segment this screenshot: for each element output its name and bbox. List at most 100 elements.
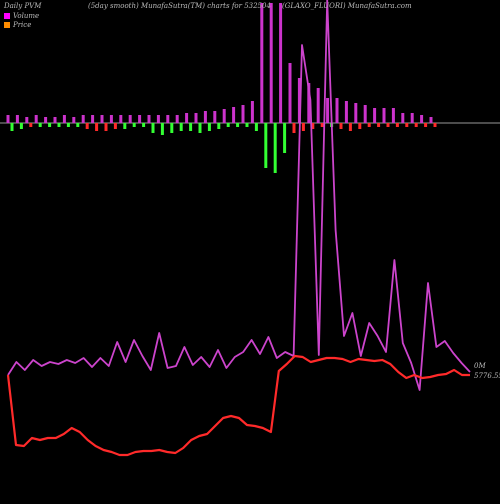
pvm-bar-up — [269, 3, 273, 123]
pvm-bar-up — [363, 105, 367, 123]
pvm-bar-down — [113, 123, 117, 129]
pvm-bar-down — [414, 123, 418, 127]
pvm-bar-down — [320, 123, 324, 127]
pvm-bar-down — [207, 123, 211, 131]
pvm-bar-up — [156, 115, 160, 123]
pvm-bar-up — [373, 108, 377, 123]
pvm-bar-down — [424, 123, 428, 127]
pvm-bar-down — [142, 123, 146, 127]
pvm-bar-down — [254, 123, 258, 131]
pvm-bar-up — [53, 117, 57, 123]
legend-price: Price — [4, 21, 31, 29]
pvm-bar-down — [358, 123, 362, 129]
pvm-bar-down — [405, 123, 409, 127]
pvm-bar-up — [100, 115, 104, 123]
price-value-label: 5776.55 — [474, 372, 500, 380]
pvm-bar-down — [311, 123, 315, 129]
pvm-bar-up — [109, 115, 113, 123]
pvm-bar-down — [189, 123, 193, 131]
legend-volume-swatch — [4, 13, 10, 19]
chart-title-center: (5day smooth) MunafaSutra(TM) charts for… — [88, 2, 271, 10]
pvm-bar-down — [273, 123, 277, 173]
pvm-bar-up — [128, 115, 132, 123]
pvm-bar-up — [81, 115, 85, 123]
pvm-bar-up — [166, 115, 170, 123]
pvm-bar-down — [38, 123, 42, 127]
pvm-bar-up — [420, 115, 424, 123]
pvm-bar-down — [386, 123, 390, 127]
pvm-bar-down — [283, 123, 287, 153]
pvm-bar-up — [15, 115, 19, 123]
pvm-bar-up — [62, 115, 66, 123]
pvm-bar-up — [307, 83, 311, 123]
pvm-bar-up — [250, 101, 254, 123]
pvm-bar-up — [297, 78, 301, 123]
pvm-bar-up — [429, 117, 433, 123]
pvm-bar-down — [132, 123, 136, 127]
pvm-bar-up — [232, 107, 236, 123]
pvm-bar-up — [34, 115, 38, 123]
pvm-bar-down — [66, 123, 70, 127]
pvm-bar-up — [410, 113, 414, 123]
pvm-bar-down — [160, 123, 164, 135]
legend-price-label: Price — [13, 21, 32, 29]
pvm-bar-down — [395, 123, 399, 127]
pvm-bar-down — [29, 123, 33, 127]
pvm-bar-up — [279, 3, 283, 123]
pvm-bar-up — [326, 98, 330, 123]
legend-price-swatch — [4, 22, 10, 28]
pvm-bar-up — [354, 103, 358, 123]
pvm-bar-up — [194, 113, 198, 123]
pvm-bar-up — [25, 117, 29, 123]
legend-volume-label: Volume — [13, 12, 40, 20]
pvm-bar-down — [433, 123, 437, 127]
pvm-bar-down — [217, 123, 221, 129]
pvm-bar-down — [301, 123, 305, 131]
pvm-bar-down — [10, 123, 14, 131]
pvm-bar-up — [6, 115, 10, 123]
pvm-bar-down — [151, 123, 155, 133]
pvm-bar-up — [241, 105, 245, 123]
pvm-bar-down — [104, 123, 108, 131]
volume-value-label: 0M — [474, 362, 486, 370]
pvm-bar-up — [391, 108, 395, 123]
pvm-bar-down — [367, 123, 371, 127]
pvm-bar-down — [348, 123, 352, 131]
pvm-bar-down — [85, 123, 89, 129]
pvm-bar-down — [57, 123, 61, 127]
pvm-bar-up — [72, 117, 76, 123]
pvm-bar-down — [76, 123, 80, 127]
chart-title-left: Daily PVM — [4, 2, 42, 10]
pvm-bar-up — [335, 98, 339, 123]
pvm-bar-down — [19, 123, 23, 129]
pvm-bar-down — [377, 123, 381, 127]
pvm-bar-down — [95, 123, 99, 131]
legend-volume: Volume — [4, 12, 39, 20]
pvm-bar-up — [213, 111, 217, 123]
pvm-bar-up — [91, 115, 95, 123]
chart-title-right: (GLAXO_FLUORI) MunafaSutra.com — [282, 2, 412, 10]
pvm-bar-up — [344, 101, 348, 123]
pvm-bar-down — [198, 123, 202, 133]
pvm-bar-up — [138, 115, 142, 123]
pvm-bar-down — [170, 123, 174, 133]
pvm-bar-up — [260, 3, 264, 123]
pvm-bar-up — [316, 88, 320, 123]
pvm-bar-up — [401, 113, 405, 123]
pvm-bar-up — [203, 111, 207, 123]
pvm-bar-down — [339, 123, 343, 129]
pvm-bar-down — [292, 123, 296, 133]
pvm-bar-down — [179, 123, 183, 131]
pvm-bar-down — [123, 123, 127, 129]
pvm-bar-up — [288, 63, 292, 123]
pvm-bar-up — [44, 117, 48, 123]
pvm-bar-down — [236, 123, 240, 127]
pvm-bar-down — [48, 123, 52, 127]
pvm-bar-down — [264, 123, 268, 168]
pvm-bar-up — [175, 115, 179, 123]
pvm-bar-up — [147, 115, 151, 123]
pvm-bar-up — [119, 115, 123, 123]
pvm-bar-up — [382, 108, 386, 123]
